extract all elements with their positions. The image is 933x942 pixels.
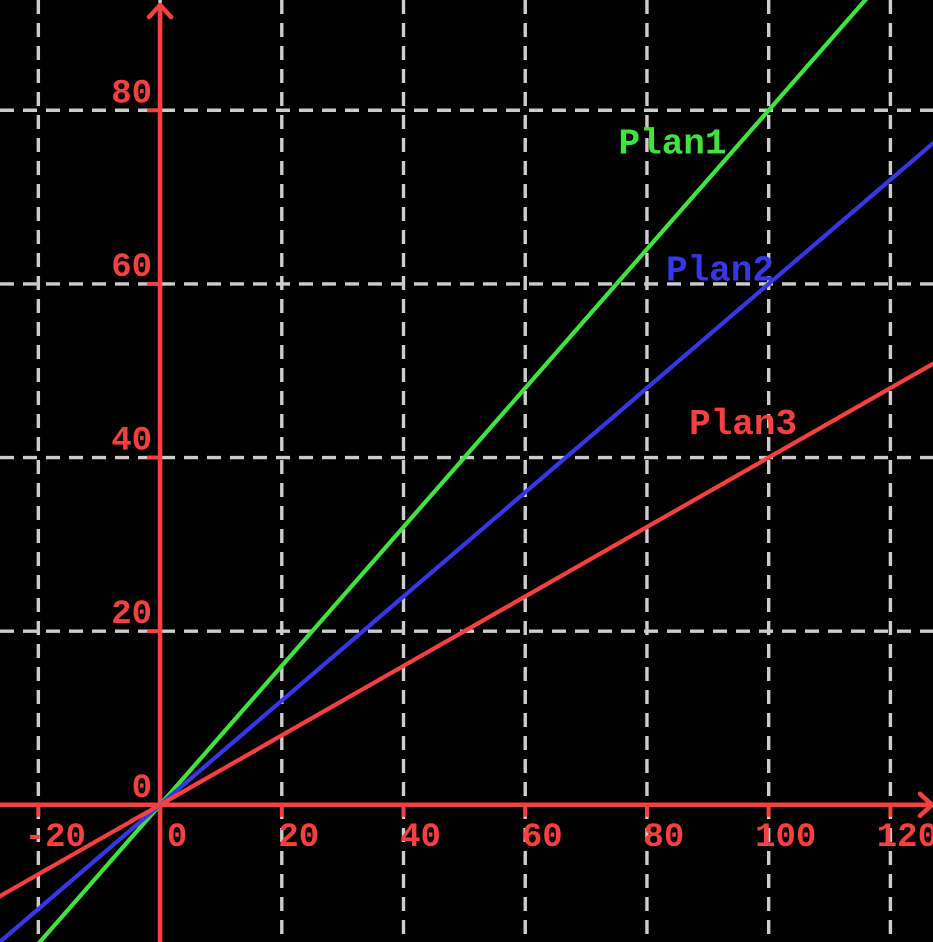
y-tick-label-80: 80 [111, 75, 152, 113]
y-tick-label-60: 60 [111, 249, 152, 287]
x-tick-label-60: 60 [522, 819, 563, 857]
plan2-label: Plan2 [666, 250, 774, 291]
x-tick-label-0: 0 [167, 819, 187, 857]
y-tick-label-20: 20 [111, 596, 152, 634]
x-tick-label-120: 120 [877, 819, 933, 857]
plan2-line [0, 140, 933, 942]
plan3-line [0, 361, 933, 899]
x-tick-label--20: -20 [25, 819, 86, 857]
x-tick-label-80: 80 [644, 819, 685, 857]
y-axis-arrowhead [146, 2, 174, 20]
y-tick-label-40: 40 [111, 423, 152, 461]
x-axis-arrowhead [917, 791, 933, 819]
x-tick-label-20: 20 [278, 819, 319, 857]
plan1-label: Plan1 [618, 124, 726, 165]
plan3-label: Plan3 [689, 404, 797, 445]
x-tick-label-40: 40 [400, 819, 441, 857]
x-tick-label-100: 100 [755, 819, 816, 857]
y-tick-label-0: 0 [132, 770, 152, 808]
